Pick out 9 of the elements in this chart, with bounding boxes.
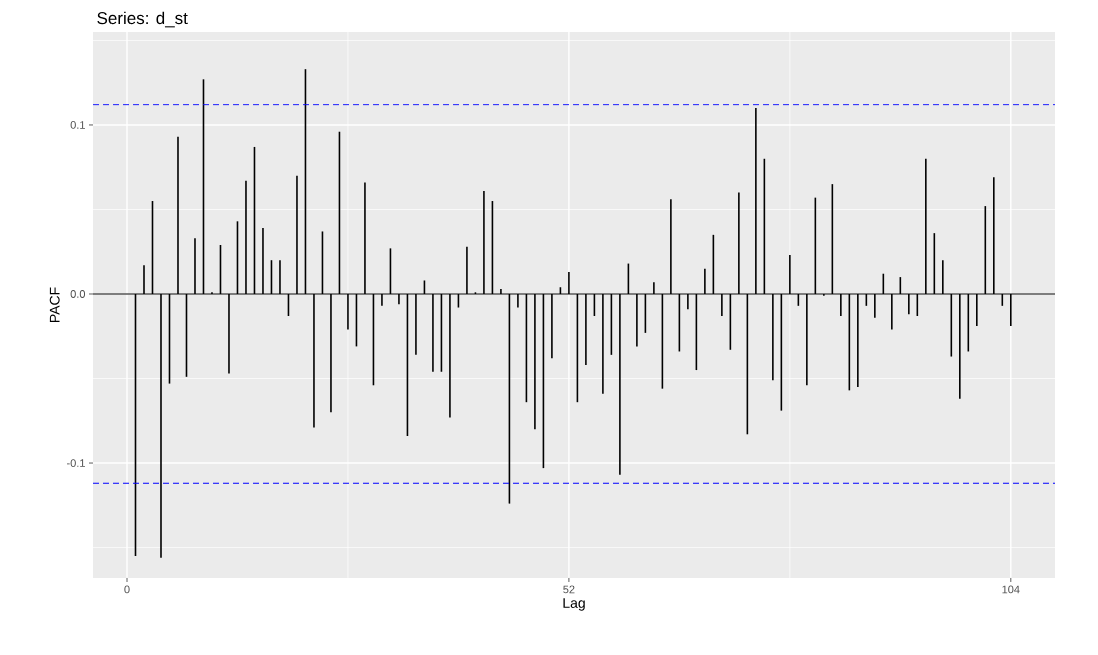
- x-tick-label: 0: [124, 585, 130, 594]
- y-tick-label: 0.1: [70, 121, 85, 129]
- x-tick-label: 52: [563, 585, 575, 594]
- y-tick-label: 0.0: [70, 290, 86, 298]
- x-axis-title: Lag: [563, 598, 585, 611]
- chart-title: Series: d_st: [97, 11, 188, 28]
- y-tick-label: -0.1: [67, 459, 85, 467]
- x-tick-label: 104: [1002, 585, 1020, 594]
- y-axis-title: PACF: [49, 287, 60, 322]
